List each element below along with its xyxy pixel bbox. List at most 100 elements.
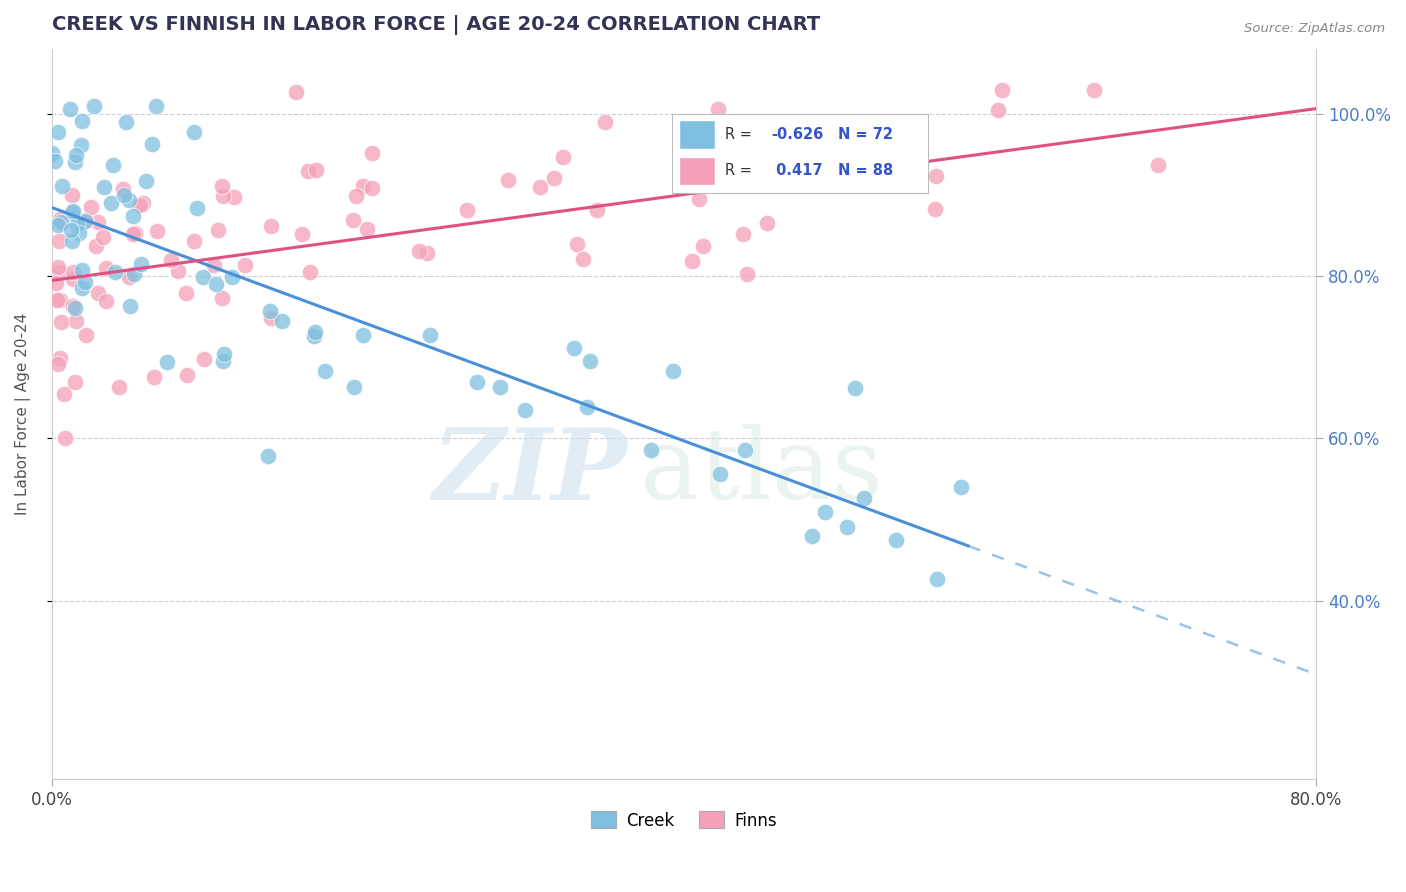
Point	[681, 254, 703, 268]
Point	[62, 300, 84, 314]
Point	[41, 146, 63, 161]
Point	[65, 154, 87, 169]
Point	[305, 163, 328, 178]
Point	[145, 99, 167, 113]
Point	[222, 189, 245, 203]
Point	[72, 114, 94, 128]
Point	[111, 182, 134, 196]
Point	[734, 443, 756, 458]
Point	[48, 351, 70, 365]
Point	[73, 275, 96, 289]
Text: N = 88: N = 88	[838, 163, 893, 178]
Point	[709, 467, 731, 481]
Point	[124, 226, 146, 240]
Point	[118, 193, 141, 207]
Point	[352, 328, 374, 343]
Point	[212, 353, 235, 368]
Point	[204, 277, 226, 291]
Point	[291, 227, 314, 241]
Point	[214, 347, 236, 361]
Point	[83, 99, 105, 113]
Point	[96, 261, 118, 276]
Point	[183, 125, 205, 139]
Point	[299, 265, 322, 279]
Point	[46, 125, 69, 139]
Point	[553, 150, 575, 164]
Point	[121, 227, 143, 241]
Point	[207, 223, 229, 237]
Point	[529, 180, 551, 194]
Point	[233, 259, 256, 273]
Point	[755, 216, 778, 230]
Point	[75, 214, 97, 228]
Point	[193, 351, 215, 366]
Point	[176, 368, 198, 382]
Point	[662, 364, 685, 378]
Point	[924, 169, 946, 183]
Text: 0.417: 0.417	[772, 163, 823, 178]
Point	[129, 257, 152, 271]
Point	[118, 299, 141, 313]
Point	[59, 102, 82, 116]
Point	[75, 213, 97, 227]
Point	[991, 83, 1014, 97]
Point	[456, 202, 478, 217]
Point	[302, 328, 325, 343]
Point	[141, 137, 163, 152]
Point	[87, 286, 110, 301]
Point	[62, 265, 84, 279]
Point	[100, 195, 122, 210]
Point	[572, 252, 595, 266]
Point	[562, 341, 585, 355]
Point	[735, 268, 758, 282]
Point	[579, 354, 602, 368]
Point	[51, 315, 73, 329]
Point	[688, 192, 710, 206]
Point	[122, 267, 145, 281]
Point	[115, 115, 138, 129]
Point	[135, 174, 157, 188]
Point	[93, 179, 115, 194]
Legend: Creek, Finns: Creek, Finns	[585, 805, 783, 836]
Point	[925, 572, 948, 586]
Point	[45, 277, 67, 291]
Point	[924, 202, 946, 216]
Text: CREEK VS FINNISH IN LABOR FORCE | AGE 20-24 CORRELATION CHART: CREEK VS FINNISH IN LABOR FORCE | AGE 20…	[52, 15, 820, 35]
Point	[853, 491, 876, 506]
Point	[875, 147, 897, 161]
Point	[108, 380, 131, 394]
Point	[212, 189, 235, 203]
Point	[186, 201, 208, 215]
Point	[202, 259, 225, 273]
Point	[586, 202, 609, 217]
Point	[51, 215, 73, 229]
Text: R =: R =	[725, 163, 756, 178]
Point	[567, 237, 589, 252]
Point	[70, 137, 93, 152]
Point	[53, 431, 76, 445]
Point	[285, 85, 308, 99]
Point	[118, 270, 141, 285]
Point	[91, 230, 114, 244]
Point	[297, 164, 319, 178]
Point	[46, 218, 69, 232]
Point	[75, 327, 97, 342]
Point	[543, 171, 565, 186]
Point	[62, 272, 84, 286]
Point	[63, 376, 86, 390]
Point	[513, 402, 536, 417]
Point	[174, 285, 197, 300]
Point	[692, 239, 714, 253]
Point	[211, 291, 233, 305]
Point	[45, 293, 67, 307]
Point	[48, 234, 70, 248]
Point	[361, 146, 384, 161]
Point	[465, 376, 488, 390]
Point	[160, 253, 183, 268]
Point	[46, 357, 69, 371]
Point	[46, 260, 69, 274]
Point	[183, 234, 205, 248]
Point	[62, 234, 84, 248]
Point	[72, 262, 94, 277]
Point	[344, 189, 367, 203]
